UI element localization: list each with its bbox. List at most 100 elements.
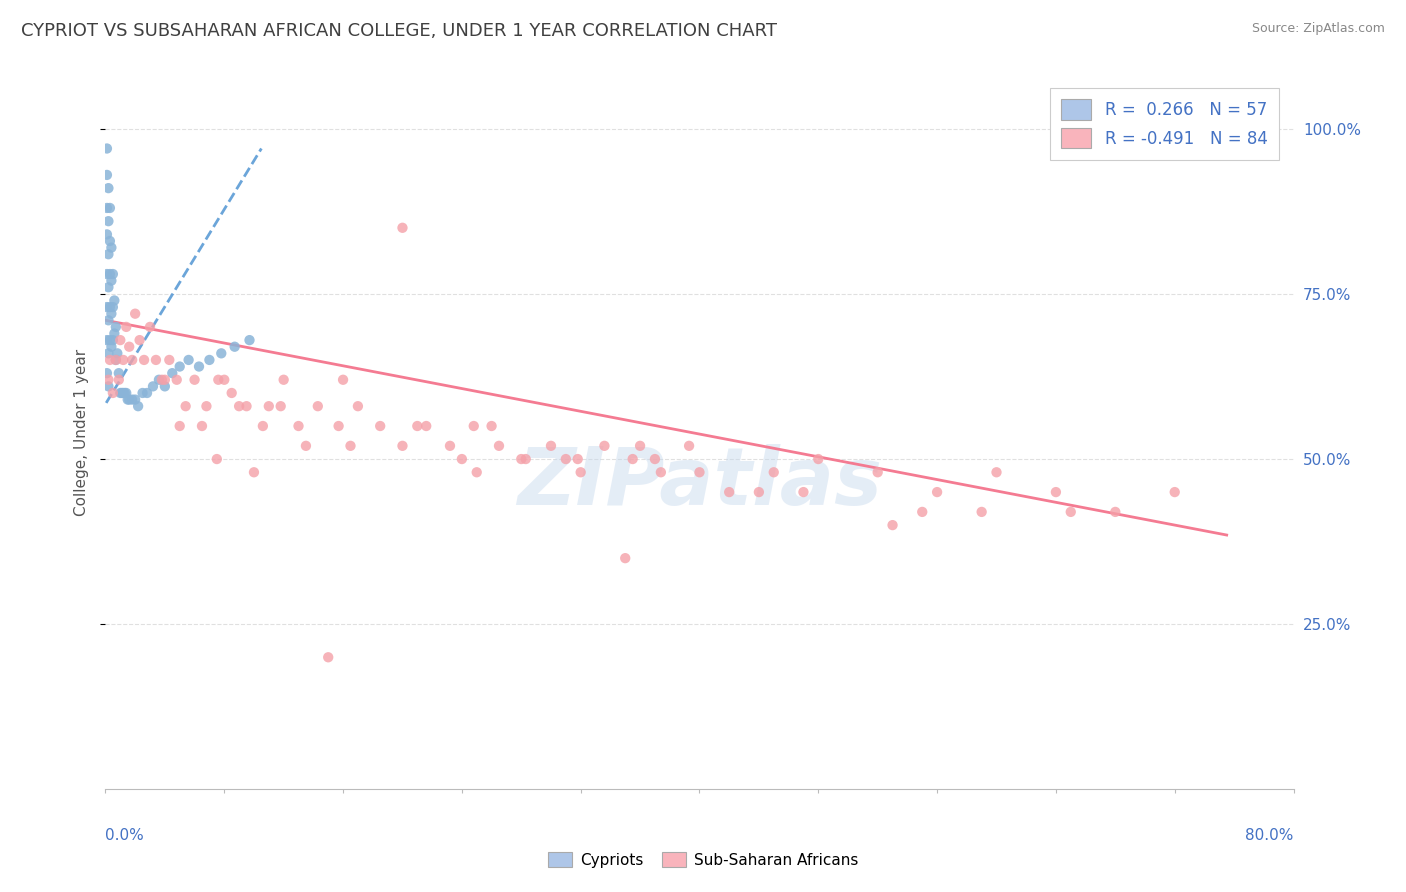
Point [391, 220, 413, 235]
Point [103, 326, 125, 341]
Point [96, 227, 118, 242]
Point [118, 392, 141, 407]
Point [243, 465, 266, 479]
Point [567, 452, 589, 467]
Point [169, 419, 191, 434]
Point [257, 399, 280, 413]
Point [295, 439, 318, 453]
Point [1045, 485, 1067, 500]
Point [195, 399, 218, 413]
Point [554, 452, 576, 467]
Point [415, 419, 437, 434]
Point [463, 419, 485, 434]
Point [98, 201, 121, 215]
Point [515, 452, 537, 467]
Point [866, 465, 889, 479]
Point [111, 386, 134, 401]
Point [97, 181, 120, 195]
Point [100, 274, 122, 288]
Point [98, 234, 121, 248]
Point [117, 392, 139, 407]
Point [406, 419, 429, 434]
Point [131, 386, 153, 401]
Point [328, 419, 350, 434]
Point [101, 300, 124, 314]
Point [110, 386, 132, 401]
Point [439, 439, 461, 453]
Point [316, 650, 339, 665]
Point [510, 452, 533, 467]
Point [188, 359, 211, 374]
Point [153, 379, 176, 393]
Point [1164, 485, 1187, 500]
Point [169, 359, 191, 374]
Point [347, 399, 370, 413]
Point [650, 465, 672, 479]
Point [157, 353, 180, 368]
Y-axis label: College, Under 1 year: College, Under 1 year [73, 349, 89, 516]
Point [150, 373, 173, 387]
Point [96, 366, 118, 380]
Legend: Cypriots, Sub-Saharan Africans: Cypriots, Sub-Saharan Africans [541, 846, 865, 873]
Point [145, 353, 167, 368]
Point [104, 353, 127, 368]
Point [1060, 505, 1083, 519]
Point [97, 373, 120, 387]
Point [718, 485, 741, 500]
Point [97, 247, 120, 261]
Point [112, 353, 135, 368]
Point [1104, 505, 1126, 519]
Point [100, 307, 122, 321]
Text: ZIPatlas: ZIPatlas [517, 443, 882, 522]
Point [162, 366, 184, 380]
Point [214, 373, 236, 387]
Point [882, 518, 904, 533]
Point [569, 465, 592, 479]
Point [128, 333, 150, 347]
Point [614, 551, 637, 566]
Point [235, 399, 257, 413]
Point [391, 439, 413, 453]
Point [205, 452, 228, 467]
Point [101, 386, 124, 401]
Point [96, 201, 118, 215]
Point [104, 319, 127, 334]
Point [139, 319, 162, 334]
Point [105, 346, 128, 360]
Point [98, 267, 121, 281]
Point [112, 386, 135, 401]
Legend: R =  0.266   N = 57, R = -0.491   N = 84: R = 0.266 N = 57, R = -0.491 N = 84 [1050, 87, 1279, 160]
Point [96, 267, 118, 281]
Point [970, 505, 993, 519]
Point [678, 439, 700, 453]
Point [98, 333, 121, 347]
Point [198, 353, 221, 368]
Point [108, 373, 131, 387]
Point [339, 439, 361, 453]
Point [124, 307, 146, 321]
Point [96, 300, 118, 314]
Point [221, 386, 243, 401]
Point [97, 280, 120, 294]
Point [927, 485, 949, 500]
Point [792, 485, 814, 500]
Text: CYPRIOT VS SUBSAHARAN AFRICAN COLLEGE, UNDER 1 YEAR CORRELATION CHART: CYPRIOT VS SUBSAHARAN AFRICAN COLLEGE, U… [21, 22, 778, 40]
Text: 0.0%: 0.0% [105, 829, 145, 843]
Point [96, 141, 118, 155]
Point [307, 399, 329, 413]
Point [100, 340, 122, 354]
Point [748, 485, 770, 500]
Point [100, 241, 122, 255]
Point [121, 353, 143, 368]
Point [593, 439, 616, 453]
Point [148, 373, 170, 387]
Point [238, 333, 260, 347]
Point [132, 353, 155, 368]
Point [97, 379, 120, 393]
Point [108, 366, 131, 380]
Point [252, 419, 274, 434]
Point [368, 419, 391, 434]
Point [115, 319, 138, 334]
Point [191, 419, 214, 434]
Point [121, 392, 143, 407]
